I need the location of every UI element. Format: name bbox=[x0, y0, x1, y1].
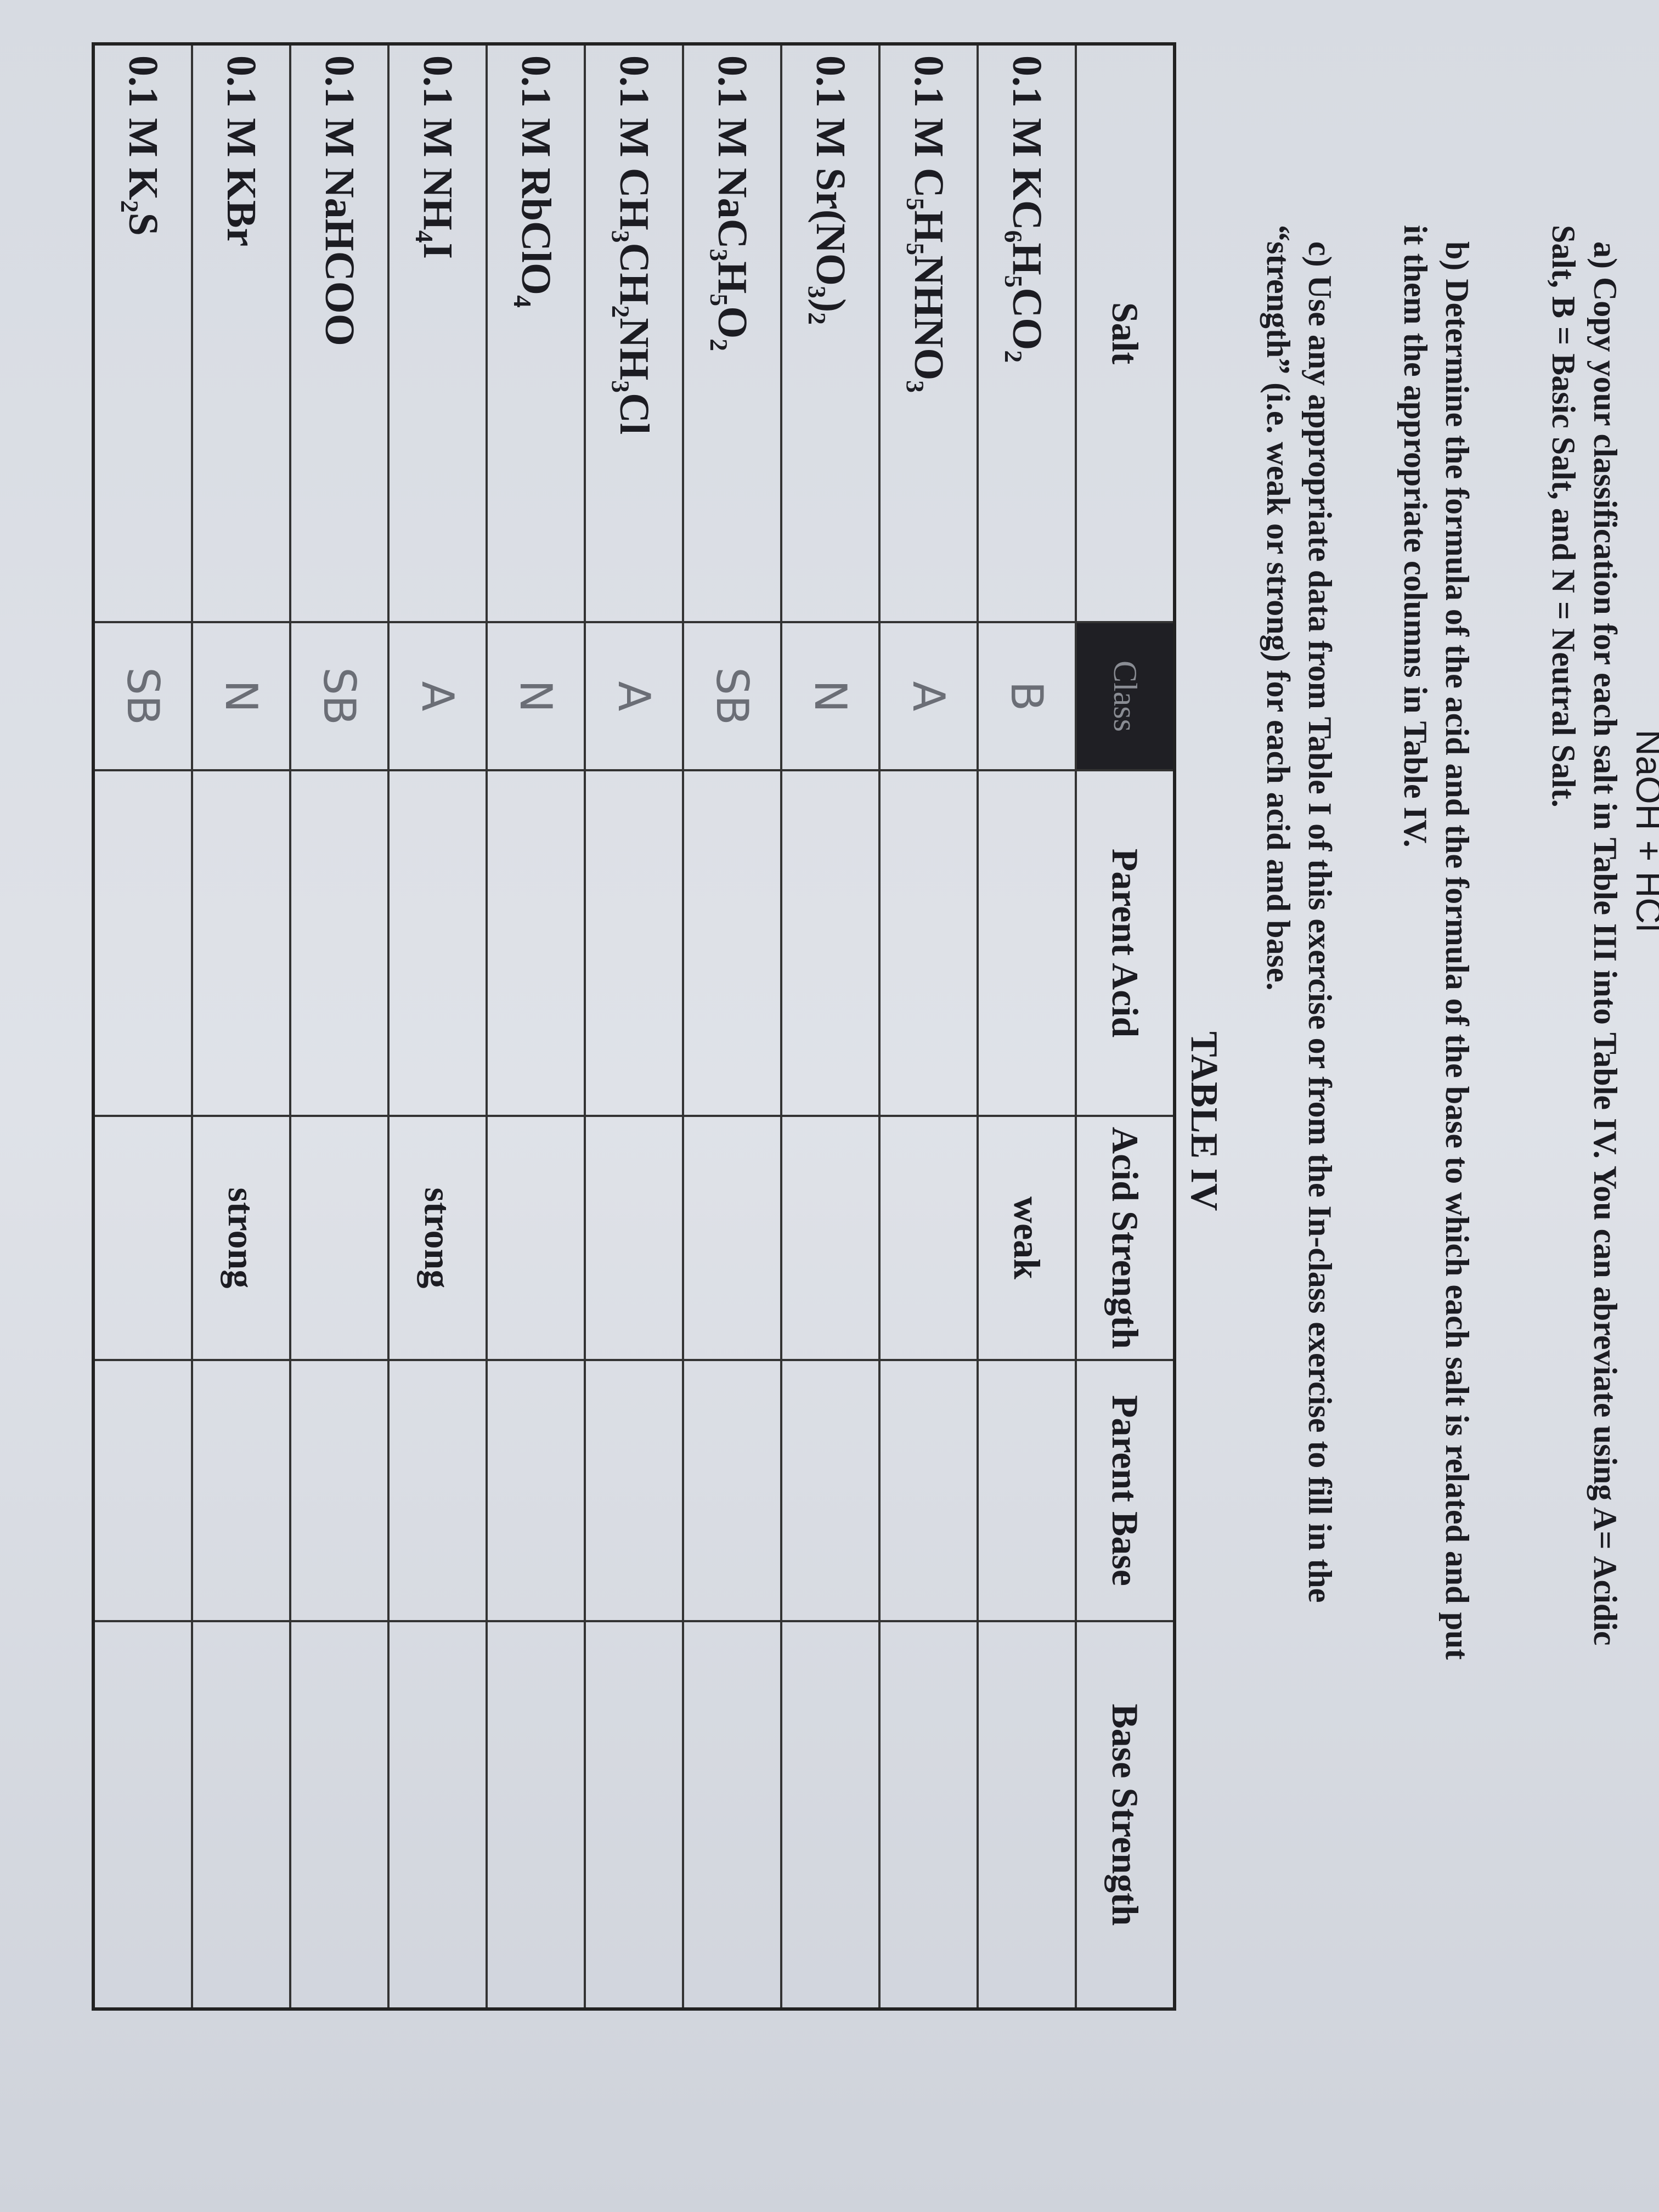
empty-cell bbox=[93, 1116, 192, 1360]
table-row: 0.1 M CH₃CH₂NH₃Cl A bbox=[585, 44, 683, 2009]
acid-strength: strong bbox=[388, 1116, 487, 1360]
empty-cell bbox=[290, 1116, 388, 1360]
salt: 0.1 M NaC₃H₅O₂ bbox=[683, 44, 781, 622]
empty-cell bbox=[192, 770, 290, 1116]
empty-cell bbox=[879, 1116, 978, 1360]
column-header: Salt bbox=[1076, 44, 1175, 622]
salt: 0.1 M K₂S bbox=[93, 44, 192, 622]
class: A bbox=[585, 622, 683, 770]
empty-cell bbox=[93, 1359, 192, 1621]
salt: 0.1 M CH₃CH₂NH₃Cl bbox=[585, 44, 683, 622]
table-title: TABLE IV bbox=[1183, 1031, 1225, 1211]
instruction: a) Copy your classification for each sal… bbox=[1545, 225, 1623, 1646]
empty-cell bbox=[93, 770, 192, 1116]
class: B bbox=[978, 622, 1076, 770]
empty-cell bbox=[879, 1359, 978, 1621]
empty-cell bbox=[290, 770, 388, 1116]
class: N bbox=[487, 622, 585, 770]
empty-cell bbox=[487, 1621, 585, 2009]
empty-cell bbox=[585, 1621, 683, 2009]
empty-cell bbox=[683, 1116, 781, 1360]
column-header: Base Strength bbox=[1076, 1621, 1175, 2009]
empty-cell bbox=[585, 1359, 683, 1621]
empty-cell bbox=[683, 1621, 781, 2009]
salt: 0.1 M KBr bbox=[192, 44, 290, 622]
column-header: Acid Strength bbox=[1076, 1116, 1175, 1360]
class: SB bbox=[93, 622, 192, 770]
salt: 0.1 M NaHCOO bbox=[290, 44, 388, 622]
empty-cell bbox=[290, 1359, 388, 1621]
table-row: 0.1 M NaHCOO SB bbox=[290, 44, 388, 2009]
empty-cell bbox=[192, 1621, 290, 2009]
salt: 0.1 M C₅H₅NHNO₃ bbox=[879, 44, 978, 622]
table-row: 0.1 M NaC₃H₅O₂ SB bbox=[683, 44, 781, 2009]
column-header: Class bbox=[1076, 622, 1175, 770]
instruction: c) Use any appropriate data from Table I… bbox=[1260, 225, 1338, 1603]
salt: 0.1 M NH₄I bbox=[388, 44, 487, 622]
acid-strength: weak bbox=[978, 1116, 1076, 1360]
class: SB bbox=[290, 622, 388, 770]
empty-cell bbox=[487, 1359, 585, 1621]
empty-cell bbox=[781, 770, 879, 1116]
acid-strength: strong bbox=[192, 1116, 290, 1360]
class: A bbox=[879, 622, 978, 770]
empty-cell bbox=[290, 1621, 388, 2009]
empty-cell bbox=[192, 1359, 290, 1621]
class: SB bbox=[683, 622, 781, 770]
empty-cell bbox=[487, 770, 585, 1116]
empty-cell bbox=[879, 770, 978, 1116]
column-header: Parent Base bbox=[1076, 1359, 1175, 1621]
empty-cell bbox=[978, 1621, 1076, 2009]
class: N bbox=[781, 622, 879, 770]
empty-cell bbox=[683, 770, 781, 1116]
empty-cell bbox=[585, 770, 683, 1116]
table-row: 0.1 M RbClO₄ N bbox=[487, 44, 585, 2009]
header-row: Salt Class Parent Acid Acid Strength Parent … bbox=[1076, 44, 1175, 2009]
salt: 0.1 M RbClO₄ bbox=[487, 44, 585, 622]
salt: 0.1 M Sr(NO₃)₂ bbox=[781, 44, 879, 622]
empty-cell bbox=[93, 1621, 192, 2009]
empty-cell bbox=[781, 1116, 879, 1360]
class: N bbox=[192, 622, 290, 770]
empty-cell bbox=[781, 1621, 879, 2009]
empty-cell bbox=[388, 1359, 487, 1621]
class: A bbox=[388, 622, 487, 770]
table-row: 0.1 M Sr(NO₃)₂ N bbox=[781, 44, 879, 2009]
empty-cell bbox=[683, 1359, 781, 1621]
empty-cell bbox=[978, 770, 1076, 1116]
empty-cell bbox=[585, 1116, 683, 1360]
empty-cell bbox=[487, 1116, 585, 1360]
table-row: 0.1 M C₅H₅NHNO₃ A bbox=[879, 44, 978, 2009]
empty-cell bbox=[978, 1359, 1076, 1621]
equation: NaOH + HCl bbox=[1629, 730, 1659, 932]
empty-cell bbox=[388, 770, 487, 1116]
empty-cell bbox=[879, 1621, 978, 2009]
instruction: b) Determine the formula of the acid and… bbox=[1397, 225, 1475, 1660]
empty-cell bbox=[388, 1621, 487, 2009]
empty-cell bbox=[781, 1359, 879, 1621]
table: Salt Class Parent Acid Acid Strength Parent … bbox=[92, 42, 1176, 2011]
column-header: Parent Acid bbox=[1076, 770, 1175, 1116]
salt: 0.1 M KC₆H₅CO₂ bbox=[978, 44, 1076, 622]
table-row: 0.1 M K₂S SB bbox=[93, 44, 192, 2009]
